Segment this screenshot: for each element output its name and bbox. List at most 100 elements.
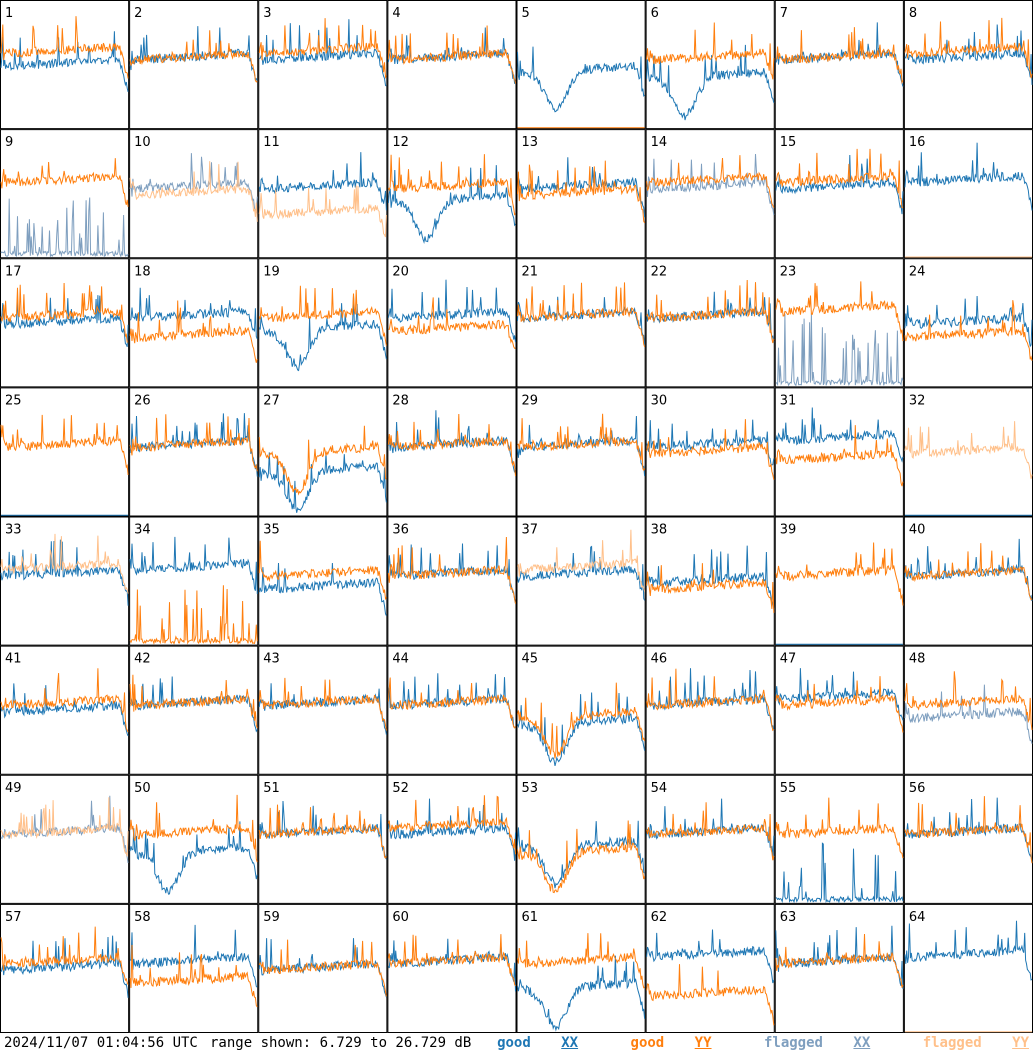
panel-25: 25: [0, 387, 130, 517]
panel-4: 4: [387, 0, 517, 130]
series-good-xx: [258, 938, 387, 998]
legend-good-yy: good YY: [630, 1035, 712, 1051]
panel-frame: [387, 645, 517, 775]
series-good-yy: [646, 964, 775, 1026]
panel-48: 48: [903, 645, 1033, 775]
panel-label: 22: [651, 264, 668, 279]
panel-36: 36: [387, 516, 517, 646]
panel-20: 20: [387, 258, 517, 388]
series-good-xx: [904, 142, 1033, 211]
panel-label: 53: [522, 781, 539, 796]
series-good-xx: [258, 295, 387, 372]
series-good-yy: [129, 585, 258, 646]
panel-label: 64: [909, 910, 926, 925]
panel-frame: [258, 903, 388, 1033]
series-good-yy: [646, 279, 775, 344]
series-good-xx: [904, 24, 1033, 85]
series-good-xx: [517, 820, 645, 889]
panel-label: 24: [909, 264, 926, 279]
panel-label: 10: [134, 135, 151, 150]
panel-frame: [774, 645, 904, 775]
panel-47: 47: [774, 645, 904, 775]
panel-label: 41: [5, 652, 22, 667]
panel-23: 23: [774, 258, 904, 388]
panel-frame: [258, 129, 388, 259]
panel-label: 4: [392, 6, 400, 21]
panel-frame: [258, 774, 388, 904]
series-good-yy: [646, 563, 775, 613]
panel-45: 45: [516, 645, 646, 775]
series-good-xx: [775, 154, 904, 215]
panel-label: 62: [651, 910, 668, 925]
panel-label: 44: [392, 652, 409, 667]
legend-good-xx: good XX: [497, 1035, 579, 1051]
series-good-yy: [517, 282, 646, 348]
panel-label: 57: [5, 910, 22, 925]
panel-label: 46: [651, 652, 668, 667]
panel-frame: [129, 258, 259, 388]
panel-label: 26: [134, 393, 151, 408]
series-good-xx: [0, 31, 129, 93]
panel-11: 11: [258, 129, 388, 259]
panel-label: 17: [5, 264, 22, 279]
panel-frame: [129, 645, 259, 775]
panel-frame: [387, 387, 517, 517]
panel-frame: [0, 258, 130, 388]
series-good-yy: [387, 934, 516, 987]
panel-frame: [0, 129, 130, 259]
panel-label: 48: [909, 652, 926, 667]
series-good-yy: [904, 796, 1033, 864]
panel-56: 56: [903, 774, 1033, 904]
panel-35: 35: [258, 516, 388, 646]
panel-label: 13: [522, 135, 539, 150]
panel-3: 3: [258, 0, 388, 130]
panel-label: 16: [909, 135, 926, 150]
panel-frame: [387, 774, 517, 904]
series-good-yy: [646, 155, 775, 208]
panel-label: 50: [134, 781, 151, 796]
panel-frame: [129, 0, 259, 130]
panel-label: 40: [909, 523, 926, 538]
panel-frame: [516, 903, 646, 1033]
series-good-xx: [904, 920, 1033, 981]
series-good-yy: [904, 17, 1033, 79]
series-good-yy: [387, 154, 516, 216]
panel-label: 1: [5, 6, 13, 21]
panel-18: 18: [129, 258, 259, 388]
series-good-xx: [387, 165, 516, 245]
panel-label: 20: [392, 264, 409, 279]
series-good-yy: [387, 413, 516, 477]
panel-frame: [0, 516, 130, 646]
panel-28: 28: [387, 387, 517, 517]
panel-label: 12: [392, 135, 409, 150]
panel-frame: [0, 387, 130, 517]
panel-2: 2: [129, 0, 259, 130]
series-good-xx: [904, 797, 1033, 863]
series-good-yy: [258, 804, 387, 859]
panel-5: 5: [516, 0, 646, 130]
panel-label: 31: [780, 393, 797, 408]
series-good-xx: [258, 683, 387, 735]
panel-frame: [774, 0, 904, 130]
panel-label: 38: [651, 523, 668, 538]
panel-frame: [129, 129, 259, 259]
panel-frame: [129, 516, 259, 646]
panel-10: 10: [129, 129, 259, 259]
series-good-yy: [775, 425, 904, 487]
panel-62: 62: [645, 903, 775, 1033]
panel-frame: [645, 774, 775, 904]
series-good-yy: [129, 300, 258, 363]
panel-frame: [645, 387, 775, 517]
series-good-yy: [129, 944, 258, 1008]
panel-frame: [645, 258, 775, 388]
panel-63: 63: [774, 903, 904, 1033]
timestamp: 2024/11/07 01:04:56 UTC: [4, 1035, 198, 1051]
panel-33: 33: [0, 516, 130, 646]
panel-13: 13: [516, 129, 646, 259]
series-good-yy: [517, 160, 646, 224]
series-good-yy: [258, 18, 387, 80]
panel-46: 46: [645, 645, 775, 775]
panel-frame: [387, 516, 517, 646]
panel-61: 61: [516, 903, 646, 1033]
panel-44: 44: [387, 645, 517, 775]
